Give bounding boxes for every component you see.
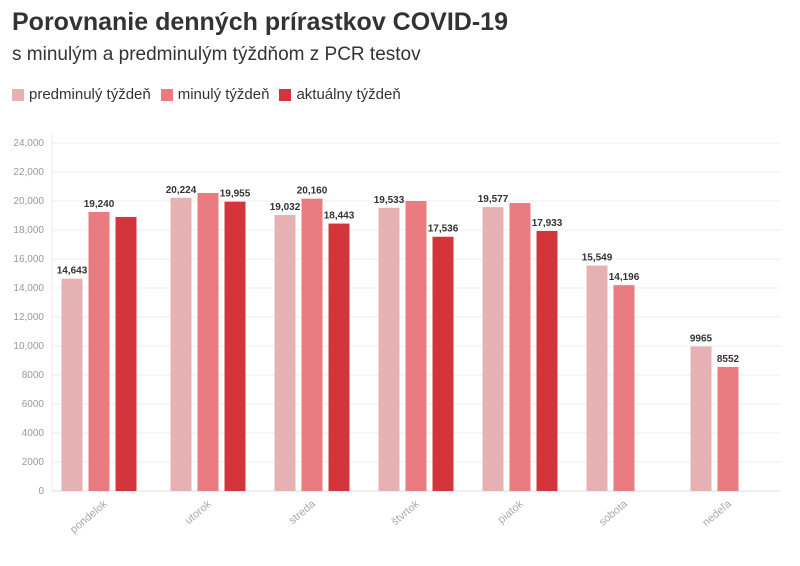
legend-label: minulý týždeň bbox=[177, 86, 270, 103]
data-label: 15,549 bbox=[582, 253, 613, 264]
legend: predminulý týždeň minulý týždeň aktuálny… bbox=[12, 86, 401, 103]
y-tick-label: 18,000 bbox=[13, 225, 44, 236]
bar bbox=[717, 366, 739, 491]
y-tick-label: 16,000 bbox=[13, 254, 44, 265]
data-label: 19,577 bbox=[478, 194, 509, 205]
bar bbox=[613, 285, 635, 491]
y-tick-label: 2000 bbox=[22, 457, 45, 468]
legend-item-predminuly[interactable]: predminulý týždeň bbox=[12, 86, 151, 103]
bar bbox=[586, 265, 608, 491]
y-tick-label: 6000 bbox=[22, 399, 45, 410]
data-label: 19,240 bbox=[84, 199, 115, 210]
x-tick-label: štvrtok bbox=[389, 498, 422, 528]
x-tick-label: piatok bbox=[496, 498, 527, 526]
y-tick-label: 0 bbox=[38, 486, 44, 497]
bar bbox=[224, 201, 246, 491]
bar bbox=[536, 230, 558, 491]
data-label: 9965 bbox=[690, 334, 713, 345]
legend-swatch bbox=[12, 88, 24, 101]
bar bbox=[328, 223, 350, 491]
y-tick-label: 24,000 bbox=[13, 138, 44, 149]
bar bbox=[405, 201, 427, 491]
x-tick-label: streda bbox=[287, 498, 319, 527]
legend-label: predminulý týždeň bbox=[29, 86, 151, 103]
bar bbox=[88, 212, 110, 491]
y-tick-label: 20,000 bbox=[13, 196, 44, 207]
data-label: 17,536 bbox=[428, 224, 459, 235]
data-label: 18,443 bbox=[324, 211, 355, 222]
y-tick-label: 12,000 bbox=[13, 312, 44, 323]
legend-swatch bbox=[160, 88, 173, 101]
bar bbox=[61, 278, 83, 491]
data-label: 20,160 bbox=[297, 186, 328, 197]
bar bbox=[197, 193, 219, 491]
bar bbox=[509, 203, 531, 491]
chart-title: Porovnanie denných prírastkov COVID-19 bbox=[12, 8, 508, 36]
bar bbox=[115, 216, 137, 491]
x-tick-label: sobota bbox=[597, 498, 631, 529]
legend-item-minuly[interactable]: minulý týždeň bbox=[160, 86, 270, 103]
legend-label: aktuálny týždeň bbox=[296, 86, 401, 103]
data-label: 19,955 bbox=[220, 189, 251, 200]
chart-subtitle: s minulým a predminulým týždňom z PCR te… bbox=[12, 44, 421, 65]
bar bbox=[432, 236, 454, 491]
data-label: 8552 bbox=[717, 354, 740, 365]
bar bbox=[274, 215, 296, 491]
x-tick-label: pondelok bbox=[68, 498, 110, 536]
y-tick-label: 8000 bbox=[22, 370, 45, 381]
x-tick-label: utorok bbox=[183, 498, 215, 527]
legend-swatch bbox=[279, 88, 292, 101]
legend-item-aktualny[interactable]: aktuálny týždeň bbox=[279, 86, 401, 103]
y-tick-label: 22,000 bbox=[13, 167, 44, 178]
data-label: 14,196 bbox=[609, 272, 640, 283]
x-tick-label: nedeľa bbox=[700, 498, 734, 529]
bar bbox=[690, 346, 712, 491]
data-label: 19,533 bbox=[374, 195, 405, 206]
bar bbox=[482, 207, 504, 492]
y-tick-label: 10,000 bbox=[13, 341, 44, 352]
data-label: 19,032 bbox=[270, 202, 301, 213]
bar bbox=[378, 207, 400, 492]
bar bbox=[301, 198, 323, 491]
data-label: 20,224 bbox=[166, 185, 197, 196]
y-tick-label: 14,000 bbox=[13, 283, 44, 294]
bar bbox=[170, 197, 192, 491]
data-label: 17,933 bbox=[532, 218, 563, 229]
data-label: 14,643 bbox=[57, 266, 88, 277]
y-tick-label: 4000 bbox=[22, 428, 45, 439]
